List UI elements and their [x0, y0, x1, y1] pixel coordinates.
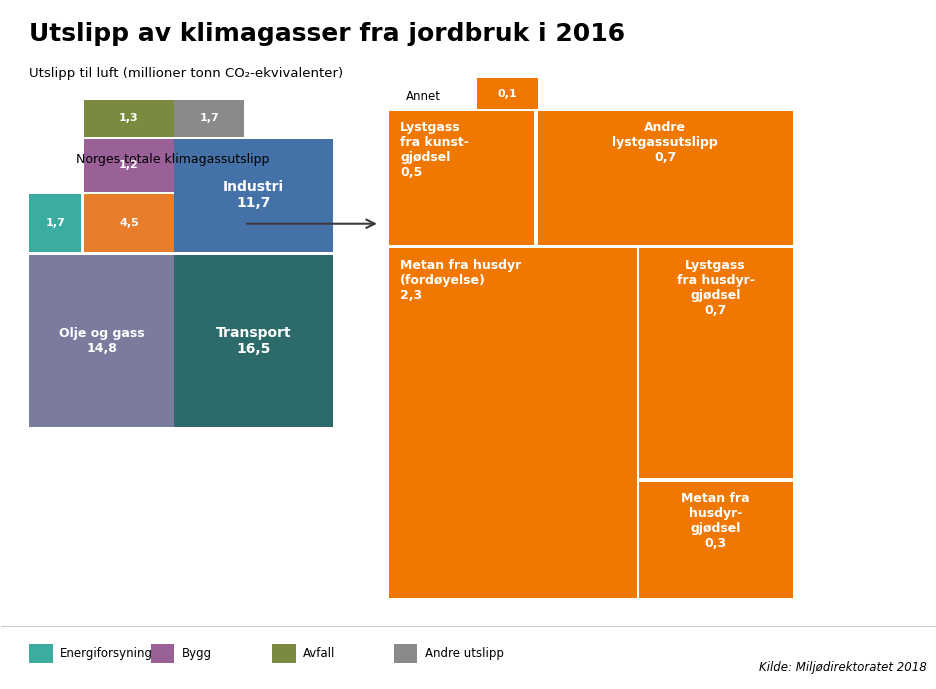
Text: Lystgass
fra husdyr-
gjødsel
0,7: Lystgass fra husdyr- gjødsel 0,7 — [676, 259, 753, 317]
Text: Olje og gass
14,8: Olje og gass 14,8 — [59, 327, 144, 355]
Text: Kilde: Miljødirektoratet 2018: Kilde: Miljødirektoratet 2018 — [758, 661, 926, 674]
Text: Utslipp av klimagasser fra jordbruk i 2016: Utslipp av klimagasser fra jordbruk i 20… — [29, 22, 625, 46]
Text: Annet: Annet — [405, 90, 440, 103]
Text: Transport
16,5: Transport 16,5 — [215, 326, 291, 356]
FancyBboxPatch shape — [83, 99, 174, 137]
FancyBboxPatch shape — [637, 482, 792, 599]
Text: Energiforsyning: Energiforsyning — [60, 647, 154, 660]
Text: Avfall: Avfall — [303, 647, 335, 660]
Text: 4,5: 4,5 — [119, 218, 139, 227]
FancyBboxPatch shape — [537, 111, 792, 245]
FancyBboxPatch shape — [476, 79, 537, 109]
Text: Lystgass
fra kunst-
gjødsel
0,5: Lystgass fra kunst- gjødsel 0,5 — [400, 121, 469, 179]
Text: Bygg: Bygg — [182, 647, 212, 660]
Text: Industri
11,7: Industri 11,7 — [223, 180, 284, 210]
FancyBboxPatch shape — [393, 644, 417, 663]
Text: Metan fra husdyr
(fordøyelse)
2,3: Metan fra husdyr (fordøyelse) 2,3 — [400, 259, 521, 302]
FancyBboxPatch shape — [174, 99, 244, 137]
FancyBboxPatch shape — [272, 644, 296, 663]
FancyBboxPatch shape — [83, 138, 174, 192]
FancyBboxPatch shape — [151, 644, 174, 663]
FancyBboxPatch shape — [83, 194, 174, 252]
Text: 0,1: 0,1 — [497, 89, 517, 99]
FancyBboxPatch shape — [29, 194, 80, 252]
FancyBboxPatch shape — [174, 138, 332, 252]
Text: 1,7: 1,7 — [45, 218, 65, 227]
Text: 1,2: 1,2 — [119, 161, 139, 170]
FancyBboxPatch shape — [388, 249, 636, 599]
FancyBboxPatch shape — [388, 111, 534, 245]
Text: 1,3: 1,3 — [119, 114, 139, 123]
Text: 1,7: 1,7 — [199, 114, 219, 123]
Text: Utslipp til luft (millioner tonn CO₂-ekvivalenter): Utslipp til luft (millioner tonn CO₂-ekv… — [29, 67, 344, 80]
Text: Metan fra
husdyr-
gjødsel
0,3: Metan fra husdyr- gjødsel 0,3 — [680, 492, 749, 550]
FancyBboxPatch shape — [174, 256, 332, 427]
Text: Andre utslipp: Andre utslipp — [424, 647, 503, 660]
FancyBboxPatch shape — [29, 644, 52, 663]
Text: Andre
lystgassutslipp
0,7: Andre lystgassutslipp 0,7 — [611, 121, 717, 165]
FancyBboxPatch shape — [637, 249, 792, 478]
FancyBboxPatch shape — [29, 256, 174, 427]
Text: Norges totale klimagassutslipp: Norges totale klimagassutslipp — [76, 153, 270, 166]
